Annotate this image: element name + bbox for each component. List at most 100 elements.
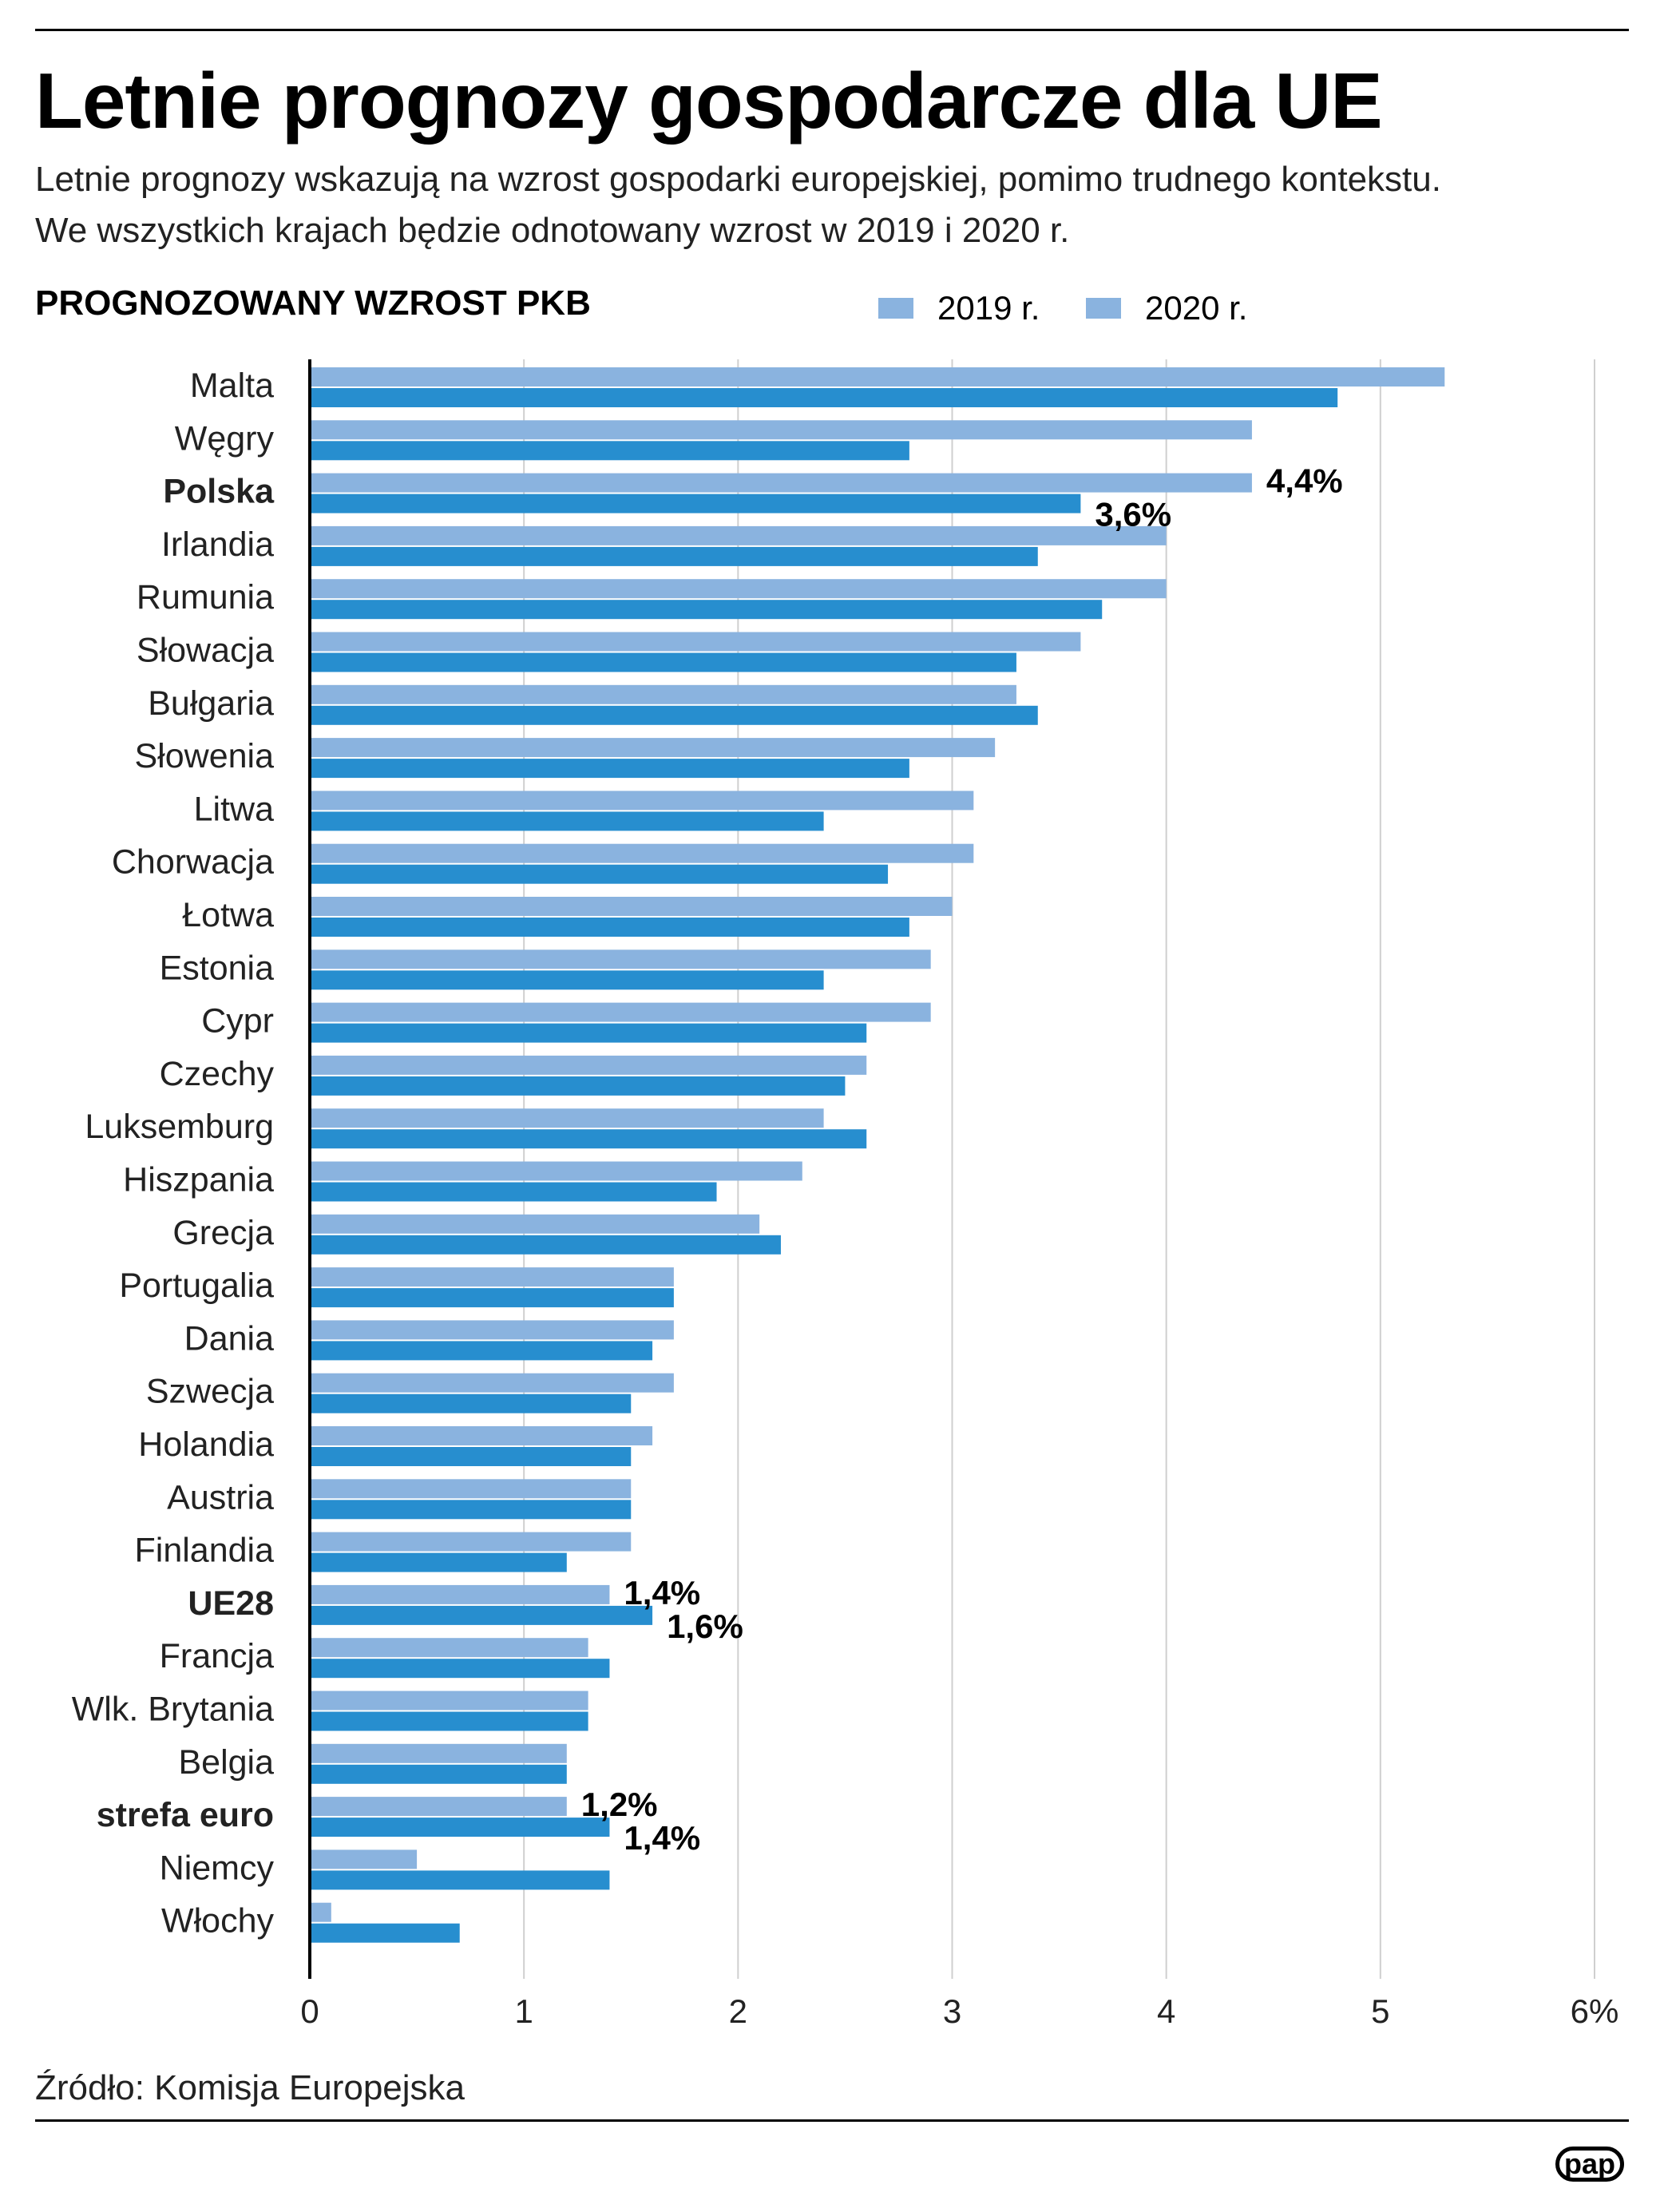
category-label: Polska (163, 473, 275, 511)
category-label: Portugalia (119, 1267, 274, 1305)
bar-2020 (310, 864, 889, 884)
bar-2019 (310, 897, 953, 916)
bar-2020 (310, 1500, 632, 1520)
category-label: Słowenia (135, 737, 275, 775)
category-label: Słowacja (137, 632, 274, 670)
data-label: 4,4% (1266, 462, 1343, 500)
category-label: Estonia (160, 949, 275, 987)
bar-2020 (310, 970, 824, 990)
bar-2019 (310, 949, 931, 969)
bar-2020 (310, 1447, 632, 1466)
bar-2020 (310, 1711, 588, 1731)
bar-2020 (310, 1288, 674, 1308)
legend-item-2020: 2020 r. (1086, 289, 1247, 327)
bar-2019 (310, 791, 974, 811)
bar-2019 (310, 579, 1167, 599)
legend-label-2020: 2020 r. (1145, 289, 1248, 327)
bar-2020 (310, 494, 1081, 513)
bar-2020 (310, 1023, 867, 1043)
x-tick-label: 2 (729, 1992, 747, 2030)
bar-2019 (310, 1902, 331, 1922)
bar-2019 (310, 1797, 567, 1817)
bar-2019 (310, 1108, 824, 1128)
bar-2020 (310, 600, 1103, 620)
data-label: 3,6% (1095, 496, 1171, 533)
x-tick-label: 1 (514, 1992, 533, 2030)
chart-title: PROGNOZOWANY WZROST PKB (35, 283, 591, 323)
bar-2020 (310, 1659, 610, 1679)
x-tick-label: 3 (943, 1992, 961, 2030)
category-label: Wlk. Brytania (72, 1691, 274, 1729)
bar-2019 (310, 632, 1081, 652)
bar-2019 (310, 1055, 867, 1075)
category-label: Włochy (161, 1902, 274, 1940)
category-label: Grecja (172, 1214, 274, 1252)
bar-2019 (310, 1161, 802, 1181)
bar-2019 (310, 1849, 418, 1869)
bar-2019 (310, 525, 1167, 545)
bar-2019 (310, 1743, 567, 1763)
bar-2019 (310, 1479, 632, 1499)
bar-2020 (310, 1870, 610, 1890)
bar-2019 (310, 738, 996, 758)
data-label: 1,4% (624, 1574, 700, 1611)
category-label: Luksemburg (85, 1108, 274, 1146)
bar-2020 (310, 811, 824, 831)
x-tick-label: 5 (1371, 1992, 1389, 2030)
bar-2020 (310, 1818, 610, 1837)
bar-2020 (310, 1182, 717, 1202)
bar-2020 (310, 1552, 567, 1572)
subtitle-line-2: We wszystkich krajach będzie odnotowany … (35, 211, 1070, 250)
category-label: Holandia (138, 1425, 274, 1464)
x-tick-label: 4 (1157, 1992, 1175, 2030)
category-label: Malta (190, 367, 274, 405)
bar-2020 (310, 388, 1338, 407)
bar-2020 (310, 705, 1038, 725)
bar-2020 (310, 1235, 781, 1255)
bar-2019 (310, 1426, 653, 1445)
bar-2019 (310, 1638, 588, 1658)
category-label: Litwa (194, 790, 274, 828)
category-label: Łotwa (182, 896, 274, 934)
top-rule (35, 29, 1629, 31)
bar-2020 (310, 652, 1016, 672)
bar-2019 (310, 1320, 674, 1340)
x-tick-label: 0 (300, 1992, 319, 2030)
category-label: Belgia (178, 1743, 274, 1782)
data-label: 1,2% (581, 1786, 658, 1823)
category-label: Niemcy (160, 1849, 275, 1887)
category-label: Dania (184, 1319, 274, 1358)
category-label: Finlandia (135, 1532, 275, 1570)
category-label: Szwecja (146, 1373, 274, 1411)
data-label: 1,4% (624, 1819, 700, 1857)
category-label: Czechy (160, 1055, 275, 1093)
source-note: Źródło: Komisja Europejska (35, 2068, 466, 2107)
pap-logo: pap (1555, 2147, 1624, 2182)
bar-2019 (310, 1267, 674, 1287)
category-label: Cypr (201, 1002, 274, 1041)
bar-2020 (310, 546, 1038, 566)
bar-2019 (310, 420, 1252, 440)
category-label: Węgry (175, 419, 275, 458)
bar-2020 (310, 1129, 867, 1149)
bar-2020 (310, 1764, 567, 1784)
category-label: Bułgaria (148, 684, 274, 723)
bar-2019 (310, 1532, 632, 1552)
bar-2019 (310, 684, 1016, 704)
bar-2019 (310, 1214, 760, 1234)
bar-2020 (310, 759, 909, 779)
data-label: 1,6% (667, 1607, 743, 1645)
bar-2019 (310, 473, 1252, 493)
bar-2019 (310, 367, 1445, 387)
bar-2020 (310, 1923, 460, 1943)
bar-2020 (310, 918, 909, 937)
x-tick-label: 6% (1571, 1992, 1619, 2030)
category-label: Francja (160, 1637, 274, 1675)
legend-label-2019: 2019 r. (937, 289, 1040, 327)
bar-2019 (310, 1373, 674, 1393)
category-label: Austria (167, 1478, 274, 1516)
bar-2020 (310, 1393, 632, 1413)
category-label: Irlandia (161, 525, 274, 564)
legend-item-2019: 2019 r. (878, 289, 1040, 327)
